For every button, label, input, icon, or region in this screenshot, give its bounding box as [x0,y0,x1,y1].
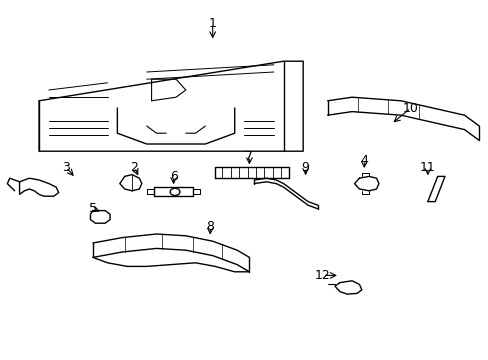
Text: 9: 9 [301,161,309,174]
Text: 10: 10 [402,102,418,114]
Text: 2: 2 [130,161,138,174]
Text: 4: 4 [360,154,367,167]
Text: 8: 8 [206,220,214,233]
Text: 5: 5 [89,202,97,215]
Text: 6: 6 [169,170,177,183]
Text: 7: 7 [245,150,253,163]
Text: 11: 11 [419,161,435,174]
Text: 12: 12 [314,269,330,282]
Text: 3: 3 [62,161,70,174]
Text: 1: 1 [208,17,216,30]
